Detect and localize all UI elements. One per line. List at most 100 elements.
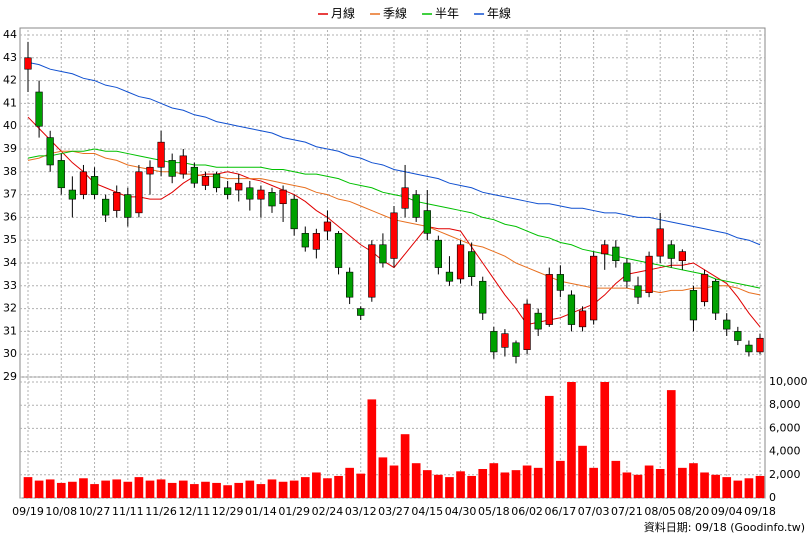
- volume-tick-label: 6,000: [769, 421, 801, 434]
- volume-bar: [278, 481, 288, 498]
- y-tick-label: 42: [3, 74, 17, 87]
- legend-label: 季線: [383, 6, 407, 21]
- candle-body: [512, 342, 520, 357]
- volume-bar: [345, 467, 354, 498]
- volume-bar: [34, 480, 44, 498]
- y-tick-label: 36: [3, 210, 17, 223]
- volume-bar: [23, 477, 33, 498]
- volume-bar: [112, 479, 122, 498]
- candle-body: [445, 271, 454, 282]
- y-tick-label: 29: [3, 370, 17, 383]
- volume-bar: [300, 477, 310, 498]
- candle-body: [312, 233, 320, 250]
- candles: [24, 41, 764, 364]
- candle-body: [434, 239, 442, 268]
- x-tick-label: 02/24: [312, 505, 344, 518]
- x-tick-label: 12/29: [212, 505, 244, 518]
- candle-body: [323, 221, 332, 232]
- candle-body: [346, 271, 354, 298]
- volume-tick-label: 8,000: [769, 398, 801, 411]
- candle-body: [279, 189, 287, 205]
- candle-body: [490, 331, 498, 353]
- candle-body: [412, 194, 420, 218]
- x-tick-label: 03/27: [378, 505, 410, 518]
- candle-body: [201, 176, 210, 186]
- x-tick-label: 09/19: [12, 505, 44, 518]
- volume-bar: [156, 479, 166, 498]
- x-tick-label: 06/17: [545, 505, 577, 518]
- candle-body: [667, 244, 675, 259]
- volume-bar: [544, 395, 554, 498]
- volume-bar: [145, 480, 155, 498]
- x-tick-label: 08/05: [644, 505, 676, 518]
- volume-bar: [167, 482, 177, 498]
- x-tick-label: 12/11: [179, 505, 211, 518]
- x-tick-label: 10/27: [79, 505, 111, 518]
- legend-label: 半年: [435, 7, 459, 21]
- y-tick-label: 39: [3, 142, 17, 155]
- volume-bar: [223, 485, 232, 498]
- candle-body: [79, 171, 88, 195]
- volume-bar: [434, 474, 443, 498]
- volume-bar: [134, 477, 144, 498]
- volume-bar: [556, 460, 565, 498]
- y-tick-label: 43: [3, 51, 17, 64]
- y-tick-label: 32: [3, 302, 17, 315]
- candle-body: [90, 176, 99, 195]
- volume-bar: [589, 467, 598, 498]
- volume-bars: [23, 382, 765, 498]
- volume-bar: [445, 477, 454, 498]
- volume-bar: [644, 465, 654, 498]
- volume-bar: [45, 479, 55, 498]
- candle-body: [24, 57, 32, 70]
- volume-bar: [633, 474, 643, 498]
- volume-tick-label: 2,000: [769, 468, 801, 481]
- volume-bar: [212, 482, 221, 498]
- candle-body: [246, 187, 254, 200]
- volume-bar: [678, 467, 687, 498]
- legend-label: 年線: [487, 6, 511, 21]
- volume-bar: [334, 475, 343, 498]
- candle-body: [334, 233, 343, 268]
- candle-body: [678, 251, 686, 262]
- volume-bar: [256, 484, 266, 498]
- volume-bar: [522, 465, 532, 498]
- candle-body: [357, 308, 365, 316]
- candle-body: [190, 166, 198, 184]
- volume-bar: [400, 434, 410, 498]
- volume-bar: [234, 482, 244, 498]
- volume-bar: [245, 480, 255, 498]
- volume-bar: [123, 481, 133, 498]
- volume-bar: [611, 460, 621, 498]
- volume-bar: [312, 472, 321, 498]
- candle-body: [423, 210, 431, 234]
- x-tick-label: 11/11: [112, 505, 144, 518]
- volume-bar: [90, 484, 99, 498]
- candle-body: [756, 337, 764, 353]
- candle-body: [179, 155, 187, 175]
- x-tick-label: 10/08: [45, 505, 77, 518]
- candle-body: [257, 189, 265, 200]
- y-tick-label: 33: [3, 279, 17, 292]
- volume-bar: [411, 463, 421, 498]
- x-tick-label: 09/04: [711, 505, 743, 518]
- candle-body: [556, 274, 564, 291]
- volume-bar: [378, 457, 388, 498]
- volume-bar: [79, 478, 88, 498]
- candle-body: [124, 194, 132, 218]
- candle-body: [212, 173, 221, 189]
- candle-body: [235, 182, 243, 191]
- labels: 29 30 31 32 33 34 35 36 37 38 39 40 41 42 43 44 0 2,000 4,…: [3, 28, 808, 518]
- candle-body: [57, 160, 65, 189]
- x-tick-label: 08/20: [678, 505, 710, 518]
- candle-body: [590, 255, 598, 321]
- volume-bar: [733, 480, 743, 498]
- volume-bar: [289, 480, 299, 498]
- volume-bar: [622, 472, 632, 498]
- x-tick-label: 09/18: [744, 505, 776, 518]
- candle-body: [567, 294, 576, 325]
- x-tick-label: 01/14: [245, 505, 277, 518]
- volume-bar: [422, 470, 432, 498]
- y-tick-label: 35: [3, 233, 17, 246]
